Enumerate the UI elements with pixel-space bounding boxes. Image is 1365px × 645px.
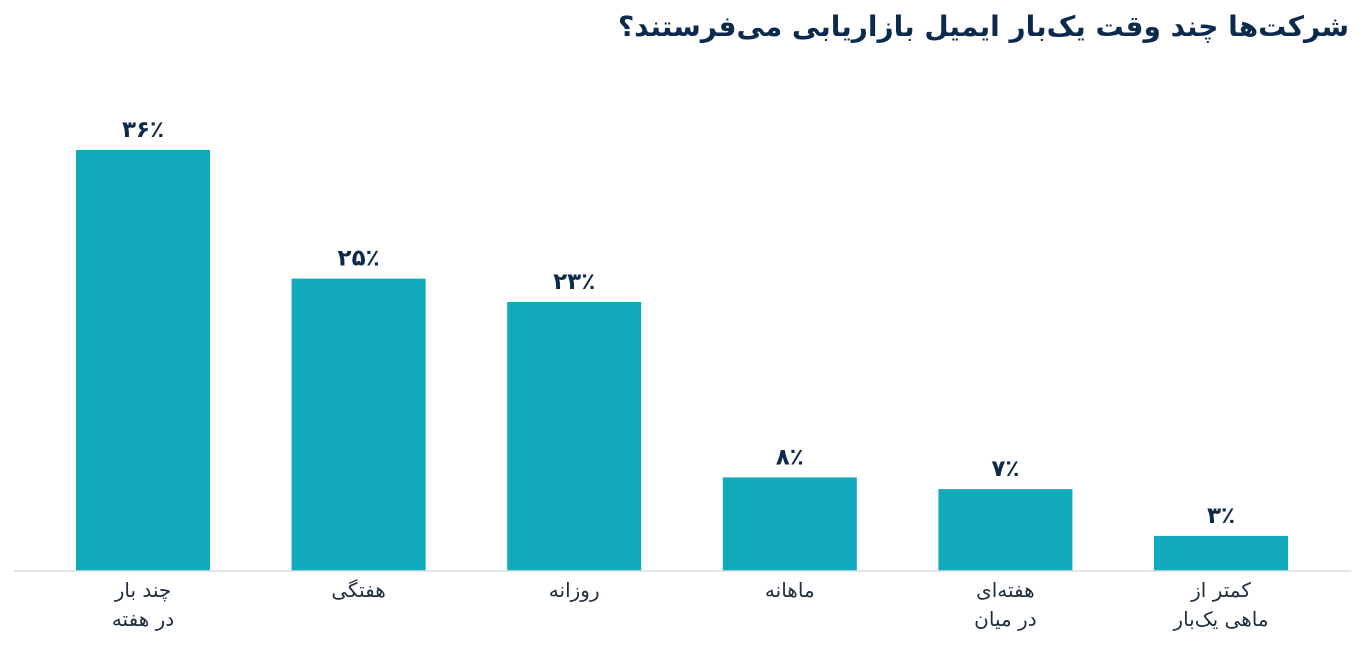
bar-4 xyxy=(722,477,857,571)
value-label-2: ۲۵٪ xyxy=(338,246,380,272)
chart-title: شرکت‌ها چند وقت یک‌بار ایمیل بازاریابی م… xyxy=(617,10,1349,43)
bars-group xyxy=(76,150,1288,571)
category-label-4-line-1: ماهانه xyxy=(765,578,815,602)
bar-6 xyxy=(1154,535,1288,571)
value-label-5: ۷٪ xyxy=(991,456,1019,482)
category-labels-group: چند بار در هفته هفتگی روزانه ماهانه هفته‌ای در… xyxy=(112,578,1269,631)
bar-5 xyxy=(938,489,1073,571)
value-label-3: ۲۳٪ xyxy=(553,269,595,295)
category-label-1-line-2: در هفته xyxy=(112,607,174,631)
category-label-5-line-1: هفته‌ای xyxy=(976,578,1035,602)
category-label-1-line-1: چند بار xyxy=(114,578,172,602)
bar-3 xyxy=(507,302,642,571)
value-label-4: ۸٪ xyxy=(776,444,804,470)
category-label-3-line-1: روزانه xyxy=(549,578,600,602)
category-label-5-line-2: در میان xyxy=(974,607,1036,631)
value-labels-group: ۳۶٪ ۲۵٪ ۲۳٪ ۸٪ ۷٪ ۳٪ xyxy=(122,117,1235,529)
category-label-2-line-1: هفتگی xyxy=(331,578,385,602)
bar-2 xyxy=(291,278,426,571)
category-label-6-line-1: کمتر از xyxy=(1190,578,1251,602)
value-label-1: ۳۶٪ xyxy=(122,117,164,143)
bar-1 xyxy=(76,150,210,571)
category-label-6-line-2: ماهی یک‌بار xyxy=(1172,607,1268,631)
value-label-6: ۳٪ xyxy=(1207,503,1235,529)
